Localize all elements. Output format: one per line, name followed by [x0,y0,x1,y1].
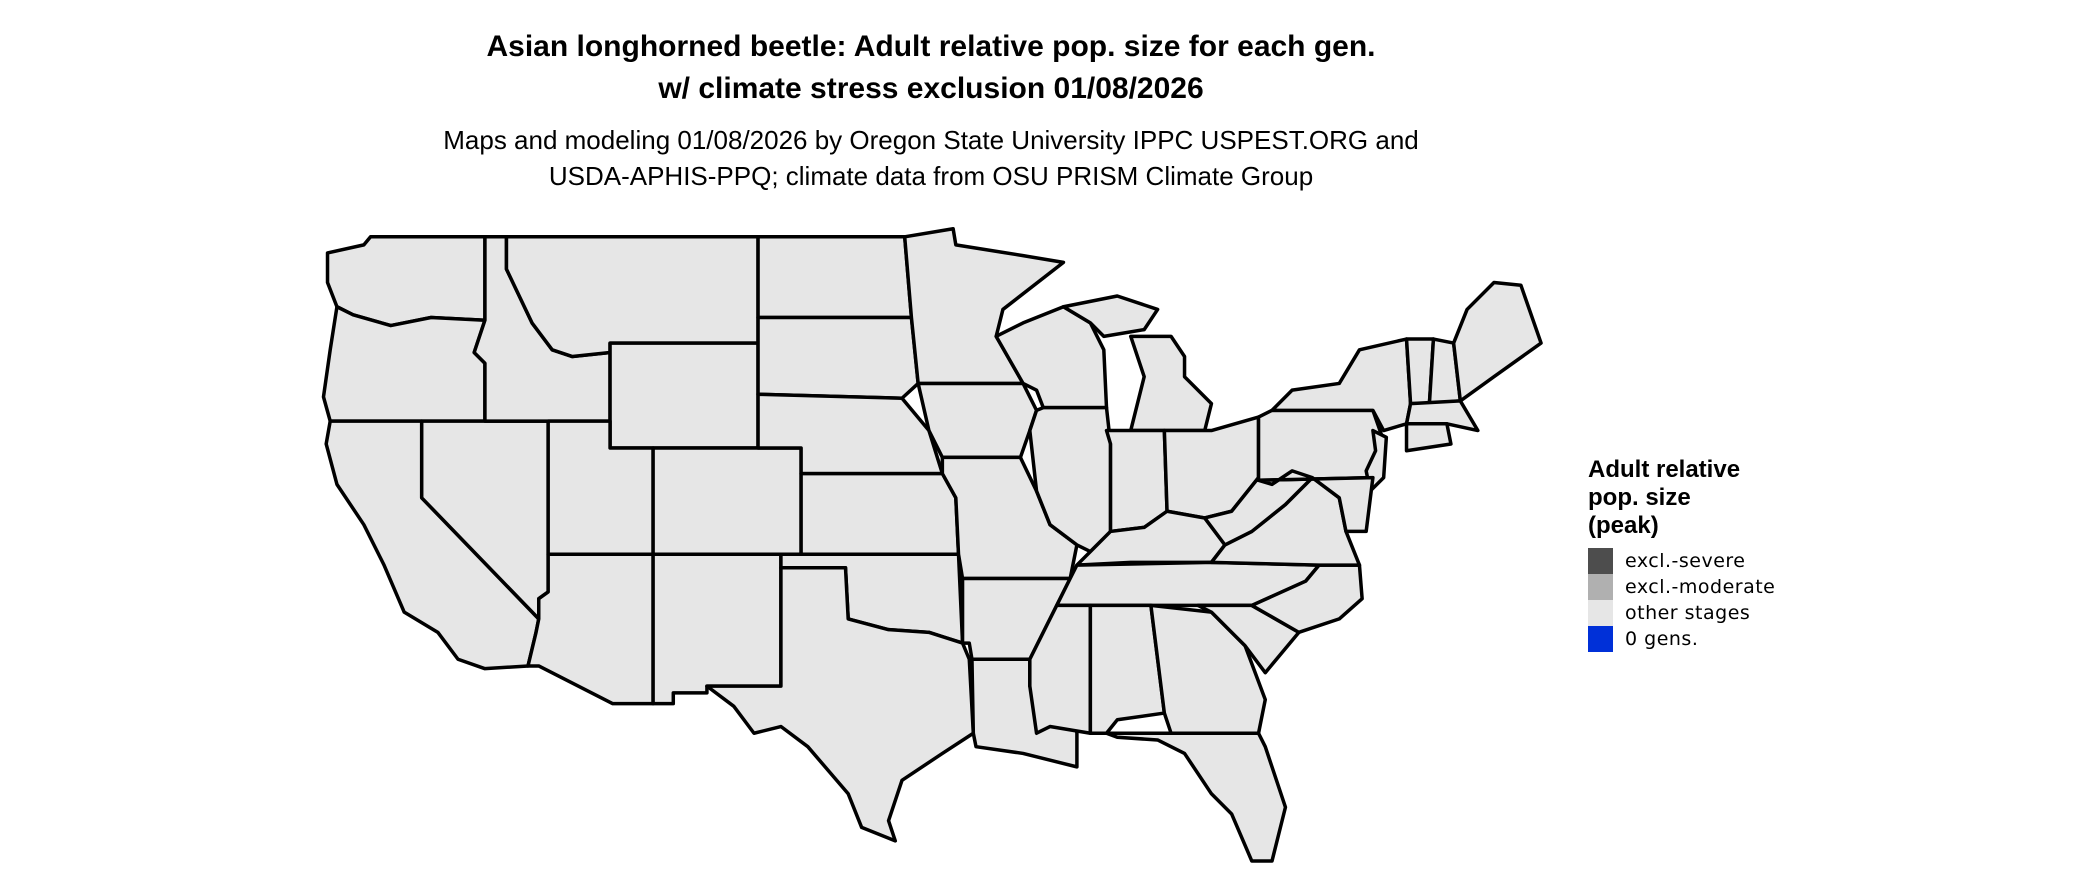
legend-item: 0 gens. [1588,626,1775,652]
subtitle-line-1: Maps and modeling 01/08/2026 by Oregon S… [443,125,1419,155]
map-subtitle: Maps and modeling 01/08/2026 by Oregon S… [0,122,1862,194]
state-fl [1104,731,1288,863]
legend-label: excl.-moderate [1625,576,1776,598]
legend-label: other stages [1625,602,1751,624]
legend-title-line: pop. size [1588,484,1691,511]
legend-swatch [1588,548,1613,574]
state-miu [1061,294,1160,339]
state-me [1451,280,1543,403]
legend-swatch [1588,574,1613,600]
state-mt [504,235,760,359]
legend-item: excl.-severe [1588,548,1775,574]
legend-item: excl.-moderate [1588,574,1775,600]
state-ia [916,381,1039,460]
map-title: Asian longhorned beetle: Adult relative … [0,26,1862,110]
legend-title-line: Adult relative [1588,456,1741,483]
state-nm [651,552,783,706]
legend-title-line: (peak) [1588,512,1659,539]
state-az [526,552,655,706]
title-line-2: w/ climate stress exclusion 01/08/2026 [658,72,1204,105]
state-nd [756,235,914,320]
state-wy [608,341,760,450]
state-mn [902,226,1066,386]
legend: Adult relative pop. size (peak) excl.-se… [1588,456,1775,652]
state-mil [1128,334,1214,433]
title-line-1: Asian longhorned beetle: Adult relative … [486,30,1376,63]
state-co [651,446,803,557]
state-wi [994,305,1109,410]
subtitle-line-2: USDA-APHIS-PPQ; climate data from OSU PR… [548,161,1314,191]
legend-item: other stages [1588,600,1775,626]
state-sd [756,315,920,400]
state-or [321,305,487,423]
legend-swatch [1588,626,1613,652]
legend-title: Adult relative pop. size (peak) [1588,456,1775,540]
state-pa [1256,408,1385,483]
state-md [1256,469,1375,534]
legend-label: 0 gens. [1625,628,1699,650]
legend-label: excl.-severe [1625,550,1746,572]
state-nc [1250,563,1364,635]
state-ct [1404,422,1453,453]
state-ks [799,471,961,557]
legend-swatch [1588,600,1613,626]
state-tx [705,566,976,843]
